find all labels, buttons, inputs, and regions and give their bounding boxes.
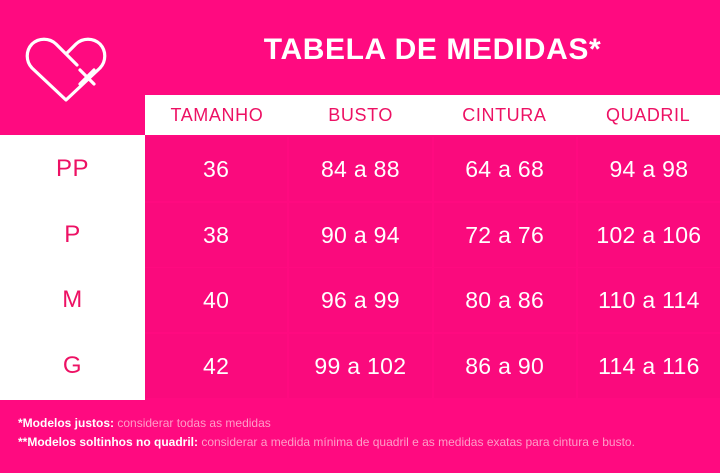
header-band: TABELA DE MEDIDAS*: [0, 0, 720, 102]
cell-cintura: 80 a 86: [433, 268, 576, 332]
column-header-quadril: QUADRIL: [606, 104, 691, 125]
cell-tamanho: 42: [145, 334, 288, 398]
cell-cintura: 64 a 68: [433, 137, 576, 201]
cell-cintura: 86 a 90: [433, 334, 576, 398]
footnote-label: *Modelos justos:: [18, 416, 115, 430]
table-header-row: TAMANHO BUSTO CINTURA QUADRIL: [145, 95, 720, 135]
size-label-g: G: [62, 352, 83, 379]
size-label-panel: [0, 135, 145, 400]
cell-busto: 99 a 102: [289, 334, 432, 398]
size-label-pp: PP: [55, 155, 89, 182]
footnote-modelos-soltinhos: **Modelos soltinhos no quadril: consider…: [18, 433, 718, 452]
measurements-table: TAMANHO BUSTO CINTURA QUADRIL 36 84 a 88…: [145, 95, 720, 400]
footnote-text: considerar a medida mínima de quadril e …: [198, 435, 635, 449]
size-label-p: P: [64, 221, 81, 248]
footnote-label: **Modelos soltinhos no quadril:: [18, 435, 198, 449]
table-row: 42 99 a 102 86 a 90 114 a 116: [145, 334, 720, 398]
cell-busto: 90 a 94: [289, 203, 432, 267]
cell-cintura: 72 a 76: [433, 203, 576, 267]
cell-busto: 96 a 99: [289, 268, 432, 332]
cell-tamanho: 38: [145, 203, 288, 267]
cell-quadril: 114 a 116: [577, 334, 720, 398]
table-row: 36 84 a 88 64 a 68 94 a 98: [145, 137, 720, 201]
cell-quadril: 110 a 114: [577, 268, 720, 332]
cell-tamanho: 36: [145, 137, 288, 201]
cell-quadril: 94 a 98: [577, 137, 720, 201]
page-title: TABELA DE MEDIDAS*: [263, 33, 602, 66]
cell-busto: 84 a 88: [289, 137, 432, 201]
column-header-busto: BUSTO: [328, 104, 393, 125]
footnote-modelos-justos: *Modelos justos: considerar todas as med…: [18, 414, 718, 433]
footnote-text: considerar todas as medidas: [114, 416, 271, 430]
cell-tamanho: 40: [145, 268, 288, 332]
table-row: 40 96 a 99 80 a 86 110 a 114: [145, 268, 720, 332]
footnotes: *Modelos justos: considerar todas as med…: [18, 414, 718, 452]
column-header-tamanho: TAMANHO: [170, 104, 264, 125]
column-header-cintura: CINTURA: [462, 104, 547, 125]
heart-outline-icon: [18, 28, 114, 106]
table-row: 38 90 a 94 72 a 76 102 a 106: [145, 203, 720, 267]
size-label-m: M: [62, 286, 83, 313]
cell-quadril: 102 a 106: [577, 203, 720, 267]
